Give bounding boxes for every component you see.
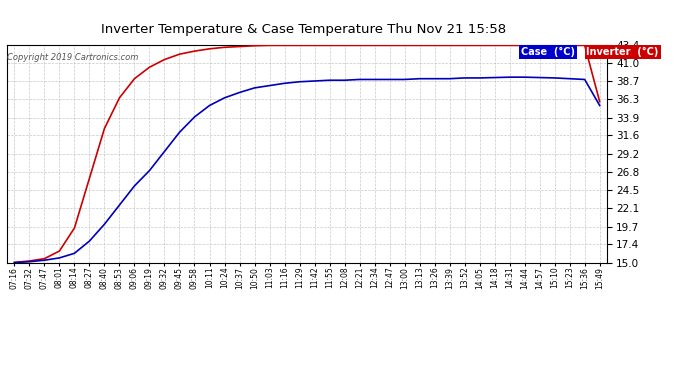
Text: Inverter Temperature & Case Temperature Thu Nov 21 15:58: Inverter Temperature & Case Temperature … xyxy=(101,22,506,36)
Text: Inverter  (°C): Inverter (°C) xyxy=(586,47,659,57)
Text: Case  (°C): Case (°C) xyxy=(521,47,575,57)
Text: Copyright 2019 Cartronics.com: Copyright 2019 Cartronics.com xyxy=(7,53,138,62)
